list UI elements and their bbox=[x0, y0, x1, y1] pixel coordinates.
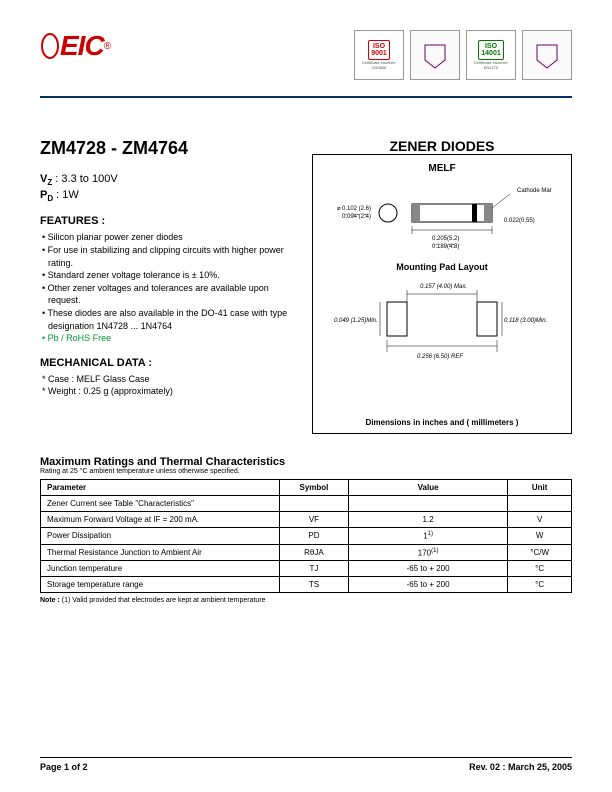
features-list: Silicon planar power zener diodes For us… bbox=[40, 231, 295, 344]
ratings-title: Maximum Ratings and Thermal Characterist… bbox=[40, 456, 572, 468]
ratings-subtitle: Rating at 25 °C ambient temperature unle… bbox=[40, 468, 572, 475]
left-column: ZM4728 - ZM4764 VZ : 3.3 to 100V PD : 1W… bbox=[40, 138, 295, 434]
svg-text:0.049 (1.25)Min.: 0.049 (1.25)Min. bbox=[334, 318, 378, 324]
table-row: Maximum Forward Voltage at IF = 200 mA.V… bbox=[41, 512, 572, 528]
cert-ukas-2 bbox=[522, 30, 572, 80]
svg-text:⌀: ⌀ bbox=[337, 206, 341, 212]
cert-iso9001: ISO9001 Certificate Number: CH0856 bbox=[354, 30, 404, 80]
table-row: Power DissipationPD11)W bbox=[41, 528, 572, 545]
melf-drawing-icon: Cathode Mark ⌀0.102 (2.6) 0.094 (2.4) 0.… bbox=[332, 182, 552, 252]
pd-spec: PD : 1W bbox=[40, 189, 295, 203]
ratings-note: Note : (1) Valid provided that electrode… bbox=[40, 597, 572, 604]
part-number: ZM4728 - ZM4764 bbox=[40, 138, 295, 159]
mechanical-list: Case : MELF Glass Case Weight : 0.25 g (… bbox=[40, 373, 295, 398]
melf-title: MELF bbox=[321, 163, 563, 174]
table-row: Thermal Resistance Junction to Ambient A… bbox=[41, 544, 572, 561]
ratings-table: Parameter Symbol Value Unit Zener Curren… bbox=[40, 479, 572, 593]
col-unit: Unit bbox=[508, 480, 572, 496]
table-row: Zener Current see Table "Characteristics… bbox=[41, 496, 572, 512]
svg-text:0.118 (3.00)Min.: 0.118 (3.00)Min. bbox=[504, 318, 547, 324]
table-row: Junction temperatureTJ-65 to + 200°C bbox=[41, 561, 572, 577]
product-title: ZENER DIODES bbox=[312, 138, 572, 154]
logo-text: EIC bbox=[60, 30, 104, 62]
svg-text:0.189(4.8): 0.189(4.8) bbox=[432, 244, 459, 250]
header-divider bbox=[40, 96, 572, 98]
mechanical-heading: MECHANICAL DATA : bbox=[40, 357, 295, 369]
feature-item: For use in stabilizing and clipping circ… bbox=[40, 244, 295, 269]
pad-drawing-icon: 0.157 (4.00) Max. 0.049 (1.25)Min. 0.118… bbox=[332, 278, 552, 368]
col-symbol: Symbol bbox=[279, 480, 348, 496]
svg-text:0.256 (6.50) REF: 0.256 (6.50) REF bbox=[417, 354, 463, 360]
company-logo: EIC ® bbox=[40, 30, 111, 62]
mech-item: Case : MELF Glass Case bbox=[40, 373, 295, 386]
dimensions-note: Dimensions in inches and ( millimeters ) bbox=[313, 418, 571, 427]
rohs-item: Pb / RoHS Free bbox=[40, 332, 295, 345]
svg-text:0.022(0.55): 0.022(0.55) bbox=[504, 218, 535, 224]
feature-item: Standard zener voltage tolerance is ± 10… bbox=[40, 269, 295, 282]
table-header-row: Parameter Symbol Value Unit bbox=[41, 480, 572, 496]
svg-text:0.102 (2.6): 0.102 (2.6) bbox=[342, 206, 371, 212]
footer: Page 1 of 2 Rev. 02 : March 25, 2005 bbox=[40, 757, 572, 772]
pad-title: Mounting Pad Layout bbox=[321, 262, 563, 272]
svg-text:0.205(5.2): 0.205(5.2) bbox=[432, 236, 459, 242]
certifications: ISO9001 Certificate Number: CH0856 ISO14… bbox=[354, 30, 572, 80]
header: EIC ® ISO9001 Certificate Number: CH0856… bbox=[40, 30, 572, 90]
feature-item: Other zener voltages and tolerances are … bbox=[40, 282, 295, 307]
features-heading: FEATURES : bbox=[40, 215, 295, 227]
revision: Rev. 02 : March 25, 2005 bbox=[469, 762, 572, 772]
page-number: Page 1 of 2 bbox=[40, 762, 88, 772]
svg-text:0.157 (4.00) Max.: 0.157 (4.00) Max. bbox=[420, 284, 467, 290]
vz-spec: VZ : 3.3 to 100V bbox=[40, 173, 295, 187]
feature-item: Silicon planar power zener diodes bbox=[40, 231, 295, 244]
logo-mark-icon bbox=[40, 32, 60, 60]
cert-iso14001: ISO14001 Certificate Number: EN1270 bbox=[466, 30, 516, 80]
mech-item: Weight : 0.25 g (approximately) bbox=[40, 385, 295, 398]
svg-text:Cathode Mark: Cathode Mark bbox=[517, 188, 552, 194]
feature-item: These diodes are also available in the D… bbox=[40, 307, 295, 332]
col-parameter: Parameter bbox=[41, 480, 280, 496]
right-column: ZENER DIODES MELF Cathode Mark ⌀0.102 (2… bbox=[312, 138, 572, 434]
svg-text:0.094 (2.4): 0.094 (2.4) bbox=[342, 214, 371, 220]
cert-ukas-1 bbox=[410, 30, 460, 80]
table-row: Storage temperature rangeTS-65 to + 200°… bbox=[41, 577, 572, 593]
title-row: ZM4728 - ZM4764 VZ : 3.3 to 100V PD : 1W… bbox=[40, 138, 572, 434]
col-value: Value bbox=[348, 480, 507, 496]
registered-icon: ® bbox=[104, 41, 111, 52]
package-diagram: MELF Cathode Mark ⌀0.102 (2.6) 0.094 (2.… bbox=[312, 154, 572, 434]
